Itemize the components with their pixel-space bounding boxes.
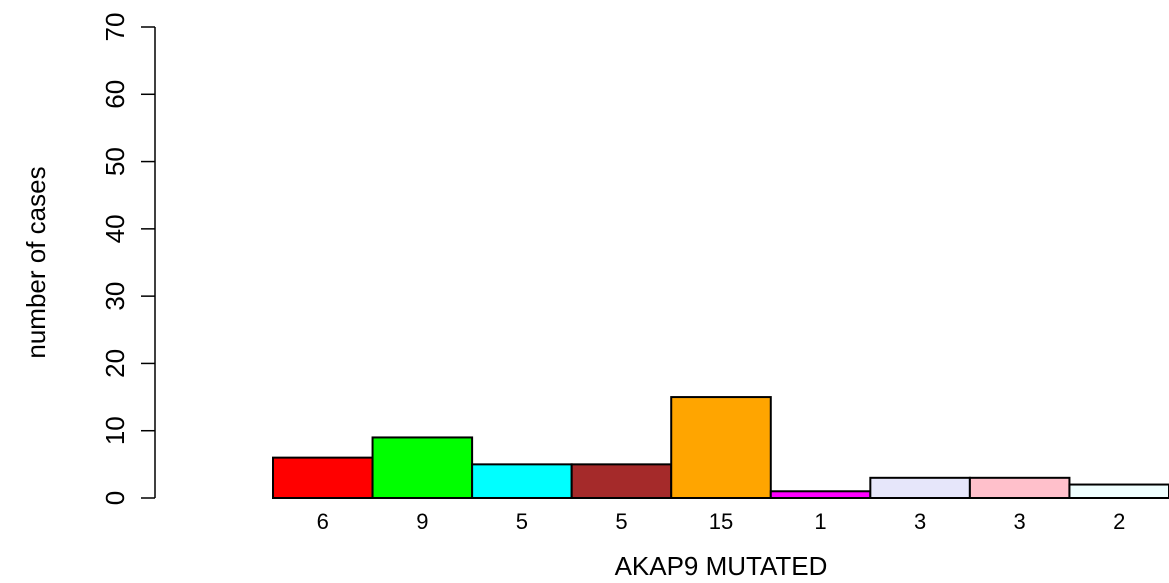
y-tick-label: 30 — [100, 282, 130, 311]
y-tick-label: 50 — [100, 147, 130, 176]
bar — [769, 490, 872, 499]
bar — [670, 396, 772, 500]
bar — [1068, 483, 1169, 499]
y-tick-label: 20 — [100, 349, 130, 378]
x-axis-label: AKAP9 MUTATED — [615, 551, 828, 581]
y-tick-label: 40 — [100, 214, 130, 243]
y-axis: 0 10 20 30 40 50 60 70 — [100, 13, 156, 505]
y-tick-label: 0 — [100, 491, 130, 505]
bar — [371, 436, 474, 500]
bar — [968, 476, 1071, 500]
bar — [869, 476, 971, 500]
y-axis-label: number of cases — [21, 166, 51, 358]
y-tick-label: 10 — [100, 416, 130, 445]
bar-category-label: 3 — [1014, 509, 1026, 534]
bar-category-label: 5 — [516, 509, 528, 534]
y-tick-label: 70 — [100, 13, 130, 42]
y-tick-label: 60 — [100, 80, 130, 109]
bar-value-labels: 6 9 5 5 15 1 3 3 2 — [317, 509, 1126, 534]
bar-category-label: 6 — [317, 509, 329, 534]
bar — [471, 463, 573, 500]
bar-category-label: 9 — [416, 509, 428, 534]
bar-category-label: 5 — [615, 509, 627, 534]
bar — [272, 456, 374, 499]
bar-category-label: 1 — [814, 509, 826, 534]
bar — [570, 463, 673, 500]
bar-category-label: 3 — [914, 509, 926, 534]
bar-category-label: 2 — [1113, 509, 1125, 534]
bars — [272, 396, 1169, 500]
bar-category-label: 15 — [709, 509, 733, 534]
